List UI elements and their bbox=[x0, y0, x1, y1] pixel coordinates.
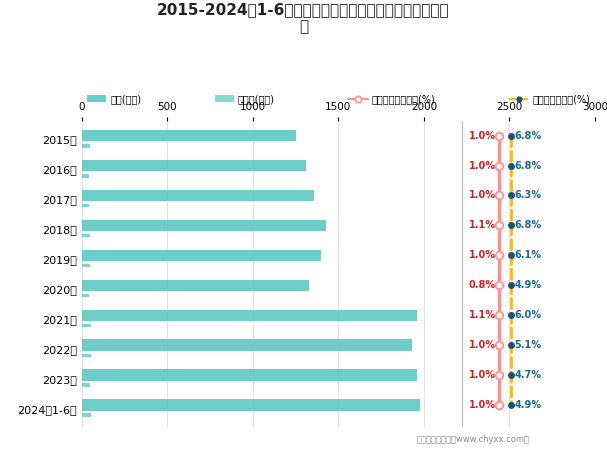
Text: 制图：智研咨询（www.chyxx.com）: 制图：智研咨询（www.chyxx.com） bbox=[417, 435, 530, 444]
Text: 1.1%: 1.1% bbox=[469, 220, 496, 230]
Bar bbox=[82, 130, 296, 141]
Text: 1.0%: 1.0% bbox=[469, 251, 496, 260]
Bar bbox=[82, 294, 89, 297]
Text: 6.8%: 6.8% bbox=[514, 131, 541, 141]
Text: 4.7%: 4.7% bbox=[514, 370, 541, 380]
Legend: 存货(亿元), 产成品(亿元), 存货占流动资产比(%), 存货占总资产比(%): 存货(亿元), 产成品(亿元), 存货占流动资产比(%), 存货占总资产比(%) bbox=[87, 94, 590, 104]
Text: 图: 图 bbox=[299, 19, 308, 34]
Bar bbox=[82, 264, 90, 267]
Bar bbox=[82, 324, 91, 327]
Text: 1.1%: 1.1% bbox=[469, 310, 496, 320]
Bar bbox=[82, 414, 91, 417]
Bar bbox=[82, 280, 310, 291]
Bar bbox=[82, 174, 89, 177]
Bar bbox=[82, 353, 91, 357]
Text: 1.0%: 1.0% bbox=[469, 370, 496, 380]
Bar bbox=[82, 190, 314, 201]
Bar bbox=[82, 383, 90, 387]
Bar bbox=[82, 370, 417, 381]
Text: 6.3%: 6.3% bbox=[514, 190, 541, 200]
Bar bbox=[82, 234, 90, 238]
Text: 6.8%: 6.8% bbox=[514, 161, 541, 171]
Bar bbox=[82, 220, 327, 231]
Text: 1.0%: 1.0% bbox=[469, 131, 496, 141]
Text: 5.1%: 5.1% bbox=[514, 340, 541, 350]
Bar bbox=[82, 309, 417, 321]
Text: 4.9%: 4.9% bbox=[514, 280, 541, 290]
Text: 1.0%: 1.0% bbox=[469, 161, 496, 171]
Text: 0.8%: 0.8% bbox=[469, 280, 496, 290]
Text: 1.0%: 1.0% bbox=[469, 400, 496, 410]
Text: 6.1%: 6.1% bbox=[514, 251, 541, 260]
Bar bbox=[82, 250, 321, 261]
Text: 2015-2024年1-6月电力、热力生产和供应业企业存货统计: 2015-2024年1-6月电力、热力生产和供应业企业存货统计 bbox=[157, 2, 450, 17]
Bar bbox=[82, 399, 421, 411]
Bar bbox=[82, 144, 90, 148]
Text: 1.0%: 1.0% bbox=[469, 190, 496, 200]
Text: 6.8%: 6.8% bbox=[514, 220, 541, 230]
Text: 1.0%: 1.0% bbox=[469, 340, 496, 350]
Bar bbox=[82, 204, 89, 207]
Bar bbox=[82, 160, 306, 171]
Text: 4.9%: 4.9% bbox=[514, 400, 541, 410]
Text: 6.0%: 6.0% bbox=[514, 310, 541, 320]
Bar bbox=[82, 339, 412, 351]
